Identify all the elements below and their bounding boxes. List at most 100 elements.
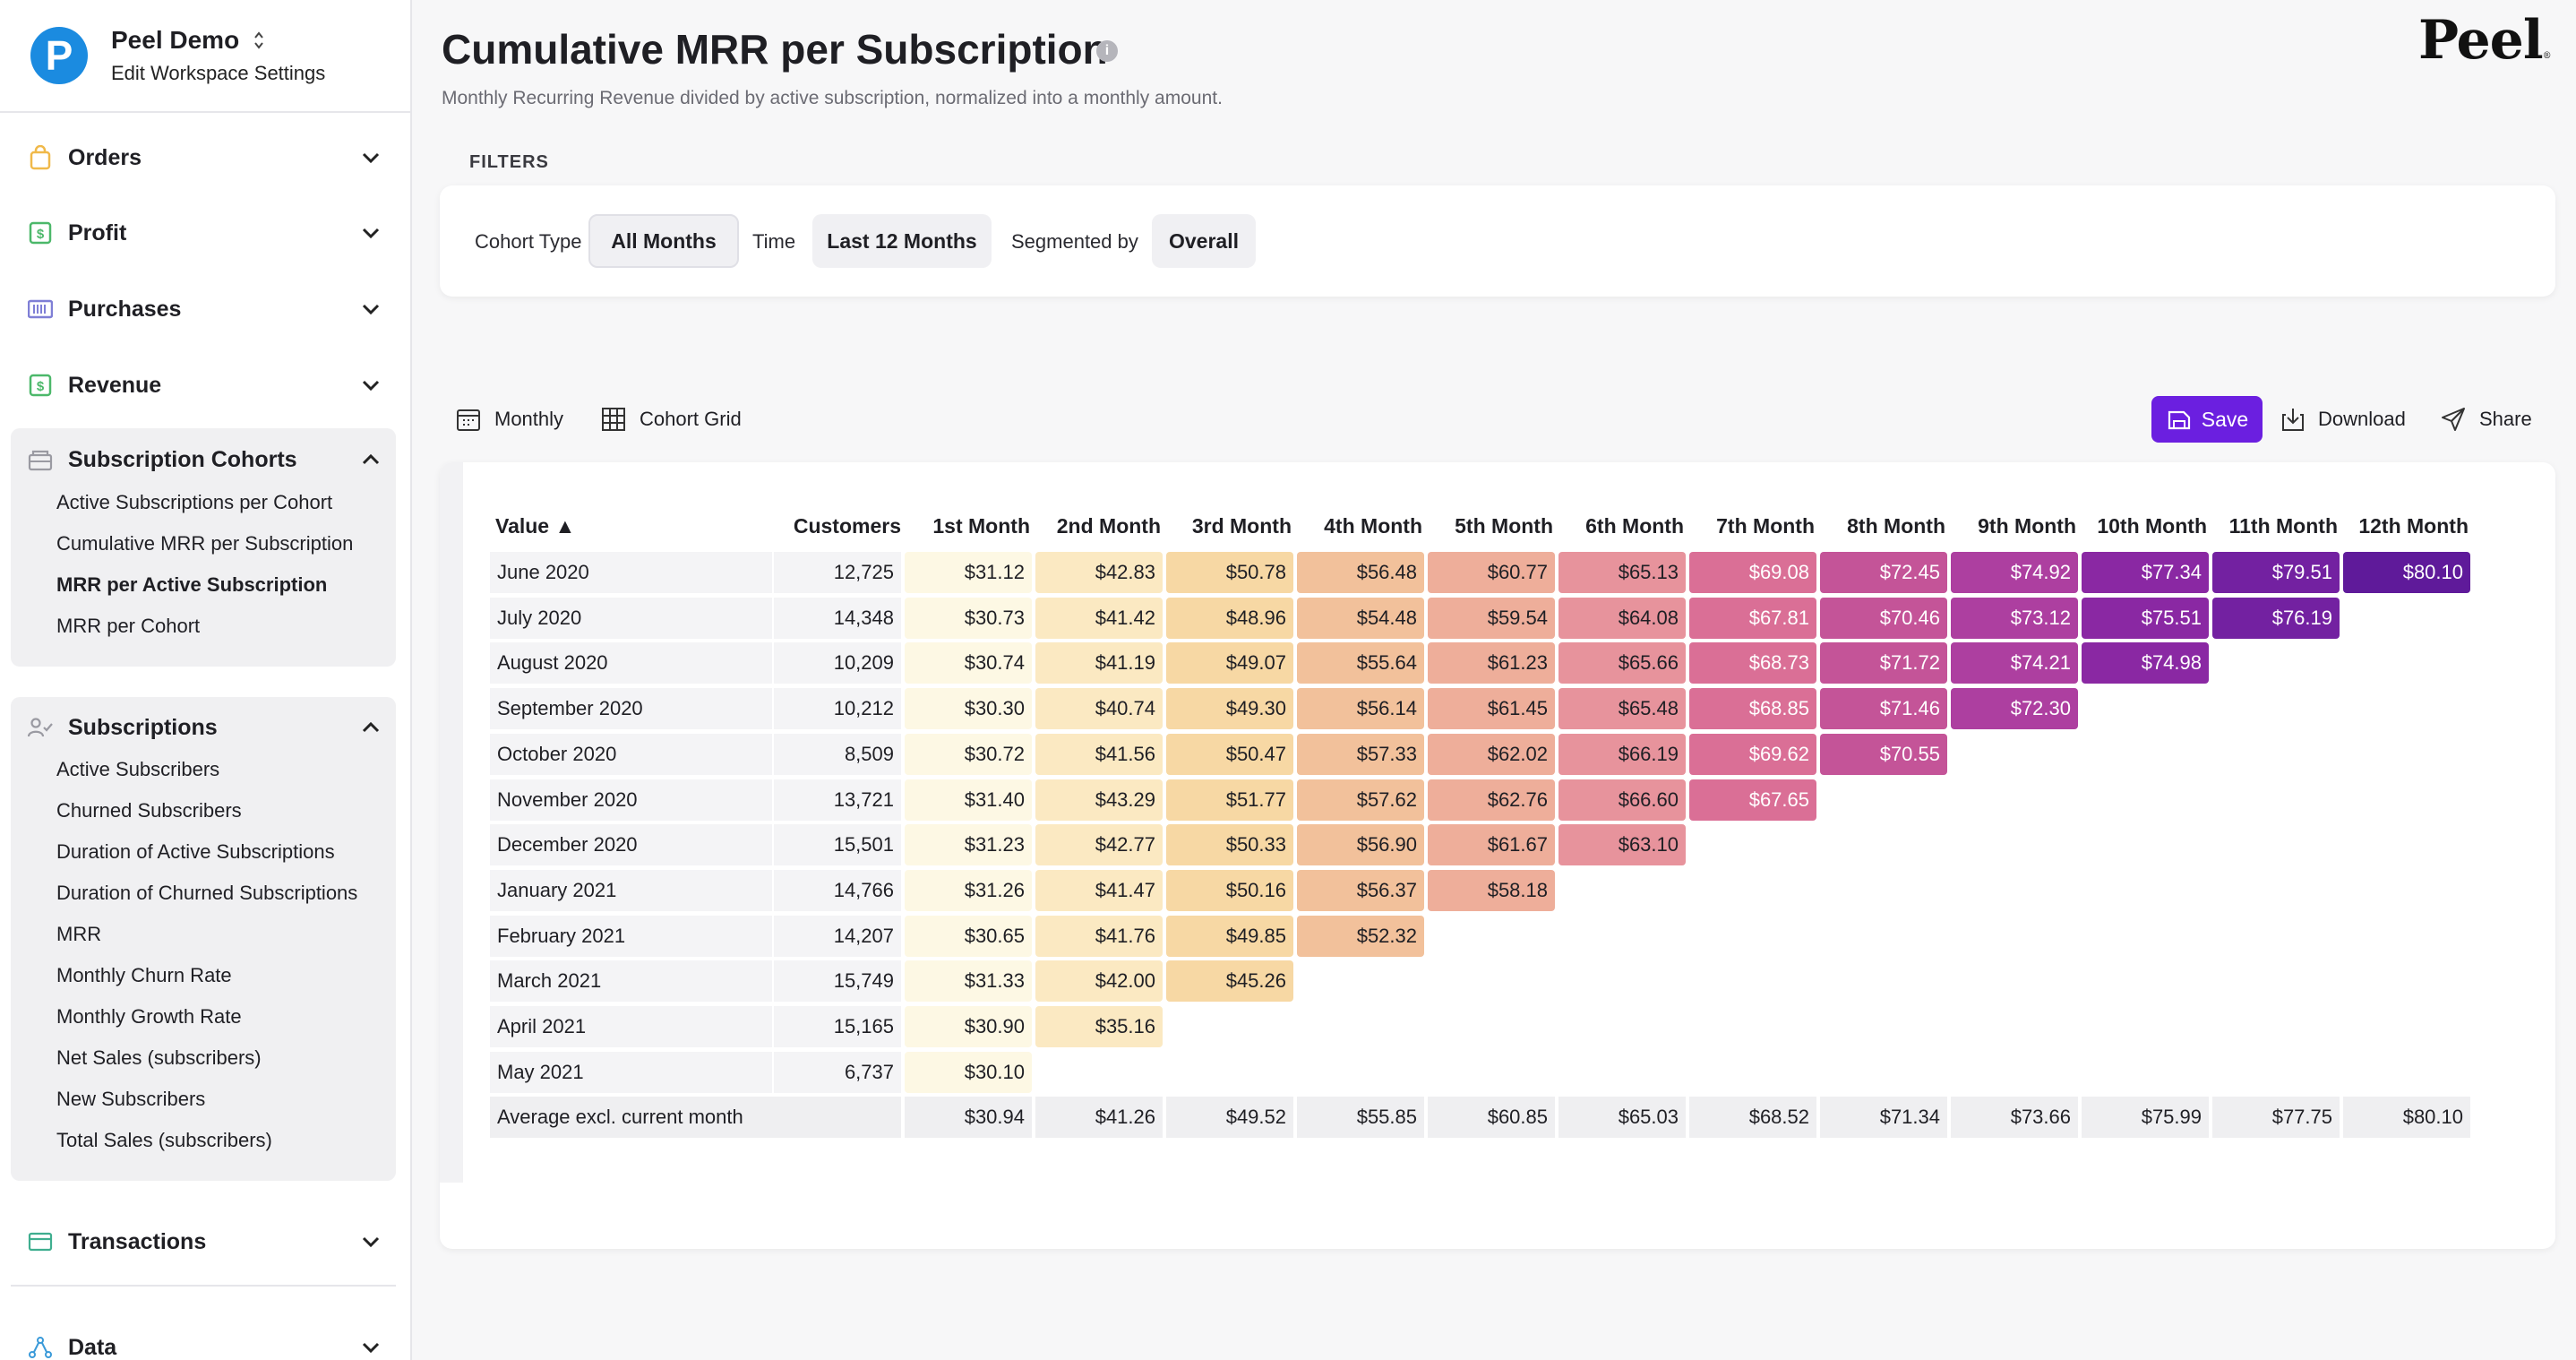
sidebar-subitem-mrr-per-cohort[interactable]: MRR per Cohort [56, 615, 201, 637]
month-column-header[interactable]: 9th Month [1978, 514, 2076, 538]
heatmap-cell: $51.77 [1166, 779, 1293, 821]
month-column-header[interactable]: 12th Month [2358, 514, 2469, 538]
sidebar-subitem-churned-subscribers[interactable]: Churned Subscribers [56, 799, 242, 822]
sidebar-item-label: Transactions [68, 1228, 207, 1254]
month-column-header[interactable]: 10th Month [2097, 514, 2207, 538]
page-subtitle: Monthly Recurring Revenue divided by act… [442, 88, 1223, 108]
sidebar-item-transactions[interactable]: Transactions [27, 1224, 385, 1260]
sidebar-subitem-new-subscribers[interactable]: New Subscribers [56, 1088, 206, 1110]
heatmap-cell: $41.47 [1035, 870, 1163, 911]
chevron-down-icon[interactable] [356, 1333, 385, 1360]
time-select[interactable]: Last 12 Months [812, 214, 992, 268]
value-column-header[interactable]: Value ▲ [495, 514, 576, 538]
save-button[interactable]: Save [2151, 396, 2263, 443]
cohort-type-select[interactable]: All Months [588, 214, 739, 268]
heatmap-cell: $50.78 [1166, 552, 1293, 593]
customers-column-header[interactable]: Customers [793, 514, 901, 538]
sidebar-item-profit[interactable]: $ Profit [27, 215, 385, 251]
average-row-label: Average excl. current month [490, 1097, 901, 1138]
data-nodes-icon [27, 1334, 54, 1360]
month-column-header[interactable]: 7th Month [1716, 514, 1815, 538]
chevron-down-icon[interactable] [356, 1227, 385, 1256]
customers-cell: 14,348 [774, 598, 901, 639]
heatmap-cell: $31.23 [905, 824, 1032, 865]
month-column-header[interactable]: 1st Month [932, 514, 1030, 538]
heatmap-cell: $57.33 [1297, 734, 1424, 775]
month-column-header[interactable]: 8th Month [1847, 514, 1945, 538]
sidebar-subitem-duration-churned[interactable]: Duration of Churned Subscriptions [56, 882, 358, 904]
chevron-down-icon[interactable] [356, 371, 385, 400]
chevron-down-icon[interactable] [356, 295, 385, 323]
month-column-header[interactable]: 4th Month [1324, 514, 1422, 538]
credit-card-icon [27, 1228, 54, 1255]
heatmap-cell: $31.33 [905, 960, 1032, 1002]
sidebar-subitem-mrr[interactable]: MRR [56, 923, 102, 945]
heatmap-cell: $56.14 [1297, 688, 1424, 729]
sidebar-subitem-cumulative-mrr-per-subscription[interactable]: Cumulative MRR per Subscription [56, 532, 354, 555]
heatmap-cell: $50.16 [1166, 870, 1293, 911]
average-cell: $41.26 [1035, 1097, 1163, 1138]
sidebar-subitem-mrr-per-active-subscription[interactable]: MRR per Active Subscription [56, 573, 328, 596]
sidebar-item-label: Revenue [68, 372, 162, 398]
heatmap-cell: $62.02 [1428, 734, 1555, 775]
month-column-header[interactable]: 3rd Month [1191, 514, 1292, 538]
edit-workspace-settings-link[interactable]: Edit Workspace Settings [111, 62, 326, 84]
sidebar-subitem-monthly-growth-rate[interactable]: Monthly Growth Rate [56, 1005, 242, 1028]
calendar-icon [457, 409, 480, 431]
workspace-switcher[interactable]: P Peel Demo Edit Workspace Settings [0, 0, 410, 113]
customers-cell: 15,165 [774, 1006, 901, 1047]
sidebar-item-subscription-cohorts[interactable]: Subscription Cohorts [27, 442, 385, 478]
filters-panel: Cohort Type All Months Time Last 12 Mont… [440, 185, 2555, 297]
sidebar-subitem-active-subscriptions-per-cohort[interactable]: Active Subscriptions per Cohort [56, 491, 333, 513]
segmented-by-select[interactable]: Overall [1152, 214, 1256, 268]
average-cell: $80.10 [2343, 1097, 2470, 1138]
sidebar-subitem-active-subscribers[interactable]: Active Subscribers [56, 758, 220, 780]
sidebar-subitem-net-sales[interactable]: Net Sales (subscribers) [56, 1046, 262, 1069]
heatmap-cell: $41.19 [1035, 642, 1163, 684]
cohort-row-label: February 2021 [490, 916, 772, 957]
share-button[interactable]: Share [2440, 401, 2532, 437]
heatmap-cell: $41.56 [1035, 734, 1163, 775]
chevron-down-icon[interactable] [356, 219, 385, 247]
heatmap-cell: $63.10 [1558, 824, 1686, 865]
monthly-label: Monthly [494, 408, 564, 430]
cohort-row-label: December 2020 [490, 824, 772, 865]
chevron-down-icon[interactable] [356, 143, 385, 172]
monthly-toggle[interactable]: Monthly [455, 401, 563, 437]
month-column-header[interactable]: 2nd Month [1056, 514, 1161, 538]
sidebar-item-data[interactable]: Data [27, 1330, 385, 1360]
heatmap-cell: $41.76 [1035, 916, 1163, 957]
month-column-header[interactable]: 6th Month [1585, 514, 1684, 538]
cohort-row-label: April 2021 [490, 1006, 772, 1047]
cohort-grid-toggle[interactable]: Cohort Grid [600, 401, 742, 437]
workspace-name[interactable]: Peel Demo [111, 26, 240, 54]
cohort-type-label: Cohort Type [475, 230, 582, 253]
heatmap-cell: $77.34 [2082, 552, 2209, 593]
heatmap-cell: $42.00 [1035, 960, 1163, 1002]
sidebar-subitem-total-sales[interactable]: Total Sales (subscribers) [56, 1129, 272, 1151]
user-check-icon [27, 714, 54, 741]
sidebar-item-revenue[interactable]: $ Revenue [27, 367, 385, 403]
chevron-up-icon[interactable] [356, 713, 385, 742]
sidebar-item-subscriptions[interactable]: Subscriptions [27, 710, 385, 745]
chevron-updown-icon[interactable] [252, 30, 266, 50]
heatmap-cell: $71.72 [1820, 642, 1947, 684]
sidebar-item-label: Orders [68, 144, 142, 170]
sidebar-item-purchases[interactable]: Purchases [27, 291, 385, 327]
heatmap-cell: $70.46 [1820, 598, 1947, 639]
heatmap-cell: $54.48 [1297, 598, 1424, 639]
month-column-header[interactable]: 11th Month [2228, 514, 2338, 538]
heatmap-cell: $79.51 [2212, 552, 2340, 593]
average-cell: $75.99 [2082, 1097, 2209, 1138]
download-button[interactable]: Download [2280, 401, 2406, 437]
chevron-up-icon[interactable] [356, 445, 385, 474]
month-column-header[interactable]: 5th Month [1455, 514, 1553, 538]
heatmap-cell: $76.19 [2212, 598, 2340, 639]
sidebar-subitem-duration-active[interactable]: Duration of Active Subscriptions [56, 840, 335, 863]
sidebar-item-orders[interactable]: Orders [27, 140, 385, 176]
heatmap-cell: $61.45 [1428, 688, 1555, 729]
info-icon[interactable]: i [1096, 40, 1118, 62]
heatmap-cell: $58.18 [1428, 870, 1555, 911]
customers-cell: 10,212 [774, 688, 901, 729]
sidebar-subitem-monthly-churn-rate[interactable]: Monthly Churn Rate [56, 964, 232, 986]
